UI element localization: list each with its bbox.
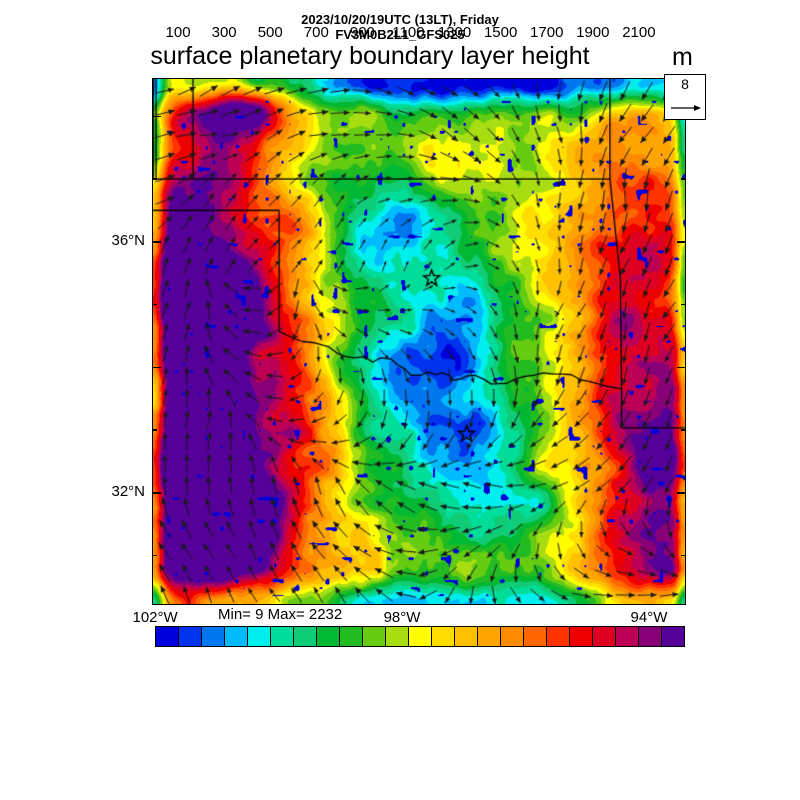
axis-tick (677, 492, 686, 494)
colorbar[interactable] (155, 626, 685, 647)
wind-vectors-layer (153, 79, 685, 604)
map-plot-area[interactable] (152, 78, 686, 605)
axis-tick (677, 366, 686, 369)
colorbar-tick-label: 1700 (530, 24, 564, 41)
axis-tick (681, 554, 686, 557)
lon-axis-label: 102°W (132, 609, 178, 626)
colorbar-cell (524, 627, 547, 646)
page-title: surface planetary boundary layer height (150, 42, 590, 70)
colorbar-tick-label: 1300 (437, 24, 472, 41)
colorbar-cell (317, 627, 340, 646)
lon-axis-label: 98°W (383, 609, 421, 626)
axis-tick (681, 178, 686, 180)
lat-axis-label: 32°N (111, 483, 145, 501)
axis-tick (152, 366, 161, 369)
colorbar-cell (570, 627, 593, 646)
reference-vector-value: 8 (681, 76, 689, 92)
colorbar-swatches (155, 626, 685, 647)
colorbar-tick-label: 100 (165, 24, 191, 41)
colorbar-cell (248, 627, 271, 646)
colorbar-tick-label: 900 (349, 24, 375, 41)
minmax-annotation: Min= 9 Max= 2232 (218, 606, 343, 623)
axis-tick (152, 115, 161, 118)
colorbar-cell (639, 627, 662, 646)
colorbar-cell (478, 627, 501, 646)
axis-tick (152, 429, 157, 431)
colorbar-tick-label: 300 (211, 24, 237, 41)
units-label: m (672, 43, 693, 71)
colorbar-cell (616, 627, 639, 646)
axis-tick (152, 241, 161, 243)
colorbar-cell (340, 627, 363, 646)
colorbar-cell (363, 627, 386, 646)
colorbar-tick-label: 1500 (483, 24, 518, 41)
colorbar-cell (662, 627, 684, 646)
axis-tick (681, 303, 686, 306)
axis-tick (681, 429, 686, 431)
colorbar-cell (271, 627, 294, 646)
axis-tick (152, 492, 161, 494)
colorbar-cell (455, 627, 478, 646)
axis-tick (152, 303, 157, 306)
colorbar-cell (294, 627, 317, 646)
title-datetime: 2023/10/20/19UTC (13LT), Friday (301, 12, 499, 27)
colorbar-tick-label: 2100 (622, 24, 656, 41)
arrow-right-icon (671, 105, 701, 111)
colorbar-tick-label: 700 (303, 24, 329, 41)
colorbar-cell (547, 627, 570, 646)
colorbar-cell (156, 627, 179, 646)
colorbar-tick-label: 500 (257, 24, 283, 41)
lon-axis-label: 94°W (630, 609, 668, 626)
colorbar-cell (386, 627, 409, 646)
colorbar-tick-label: 1100 (392, 24, 425, 41)
colorbar-cell (432, 627, 455, 646)
axis-tick (152, 554, 157, 557)
colorbar-cell (593, 627, 616, 646)
colorbar-cell (409, 627, 432, 646)
colorbar-cell (225, 627, 248, 646)
axis-tick (677, 241, 686, 243)
title-model: FV3M0B2L1_GFS025 (335, 27, 465, 42)
reference-vector-box: 8 (664, 74, 706, 120)
colorbar-tick-label: 1900 (576, 24, 610, 41)
colorbar-cell (501, 627, 524, 646)
colorbar-cell (202, 627, 225, 646)
lat-axis-label: 36°N (111, 232, 145, 250)
colorbar-cell (179, 627, 202, 646)
axis-tick (152, 178, 157, 180)
